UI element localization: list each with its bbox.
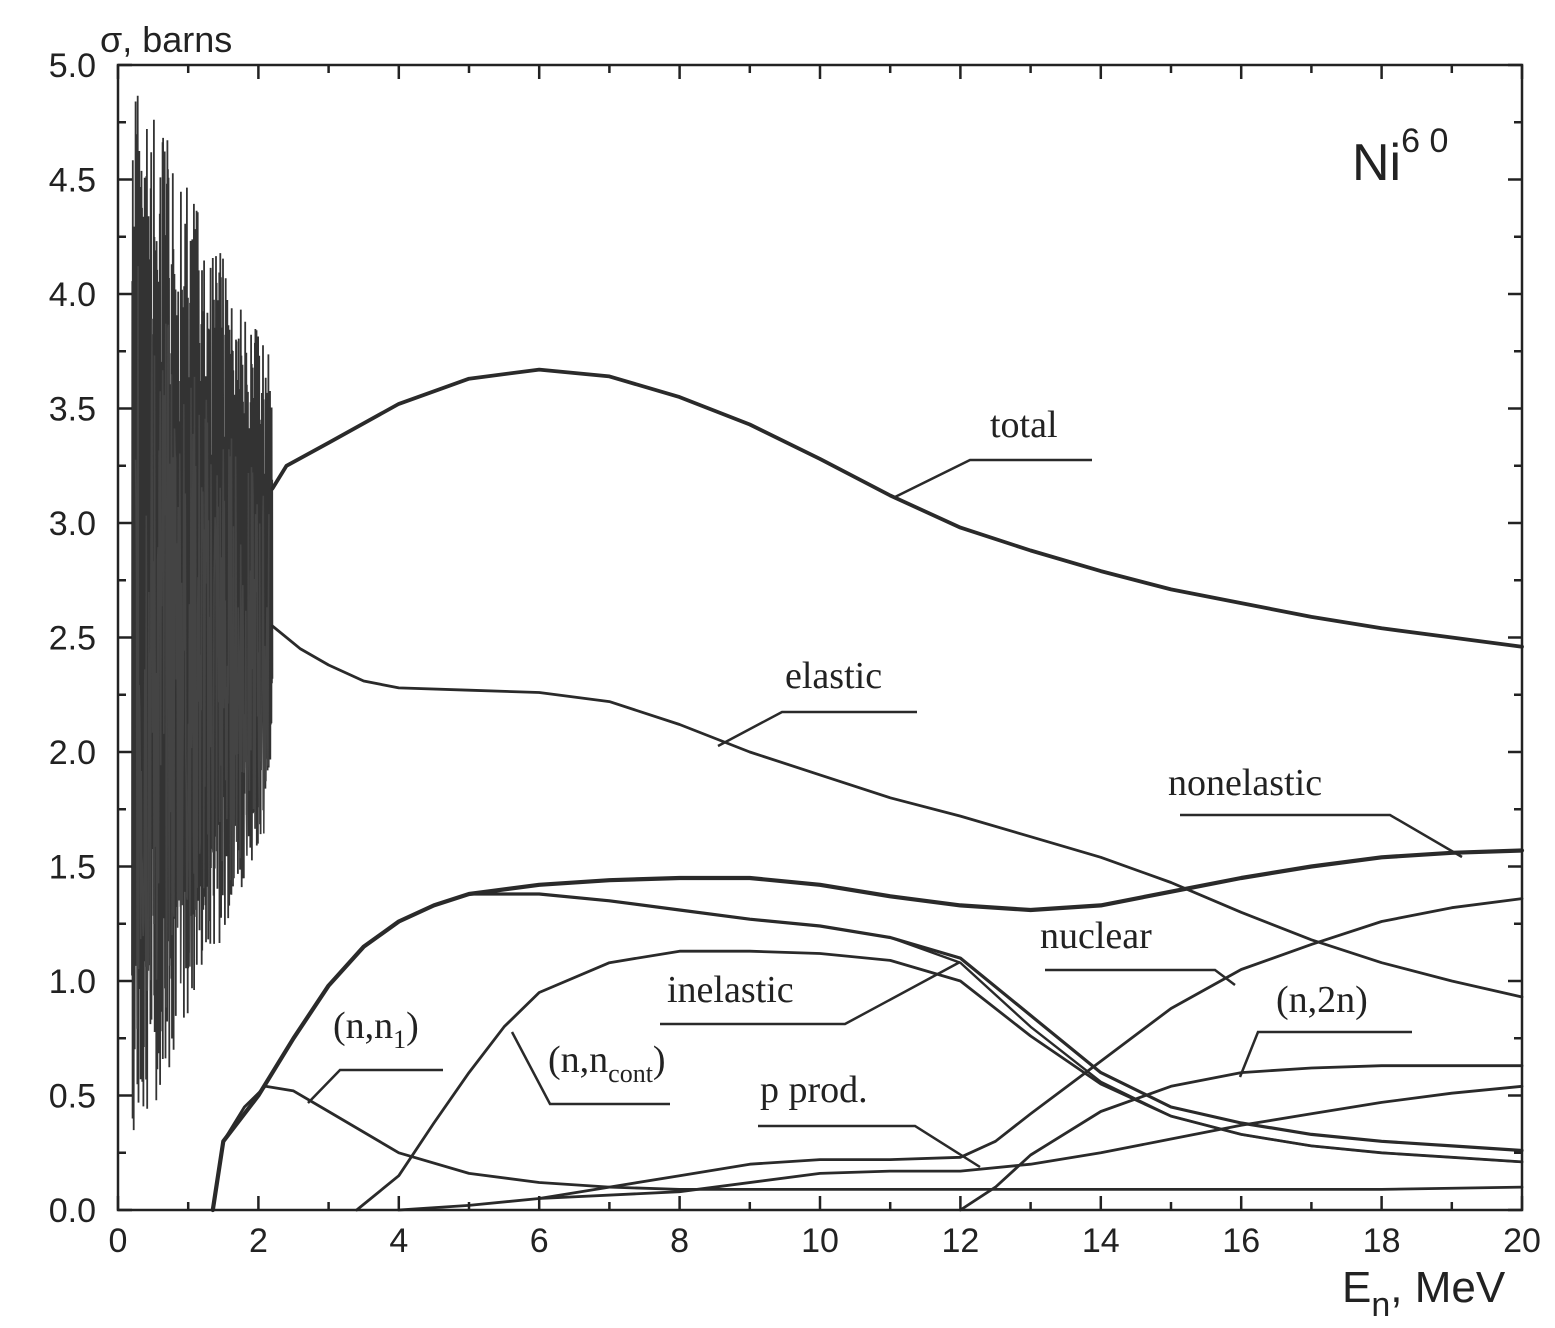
series-line-unlabeled <box>537 1084 1524 1200</box>
label-inelastic: inelastic <box>667 969 794 1011</box>
x-tick-label: 16 <box>1222 1222 1260 1260</box>
leader-n-n1 <box>307 1068 443 1104</box>
series-curves <box>210 367 1525 1213</box>
label-p-prod: p prod. <box>760 1069 868 1111</box>
x-tick-label: 10 <box>801 1222 839 1260</box>
x-tick-label: 0 <box>109 1222 128 1260</box>
label-nuclear: nuclear <box>1040 915 1152 957</box>
y-tick-label: 3.0 <box>49 505 96 543</box>
series-line-nuclear <box>467 892 1524 1153</box>
leader-nuclear <box>1045 968 1236 986</box>
resonance-region <box>131 95 274 1131</box>
series-line-n-n-cont <box>355 949 1524 1212</box>
leader-nonelastic <box>1180 813 1463 859</box>
leader-n-ncont <box>510 1031 670 1106</box>
series-line-nonelastic <box>210 848 1525 1213</box>
y-tick-label: 4.5 <box>49 162 96 200</box>
series-line-total <box>270 367 1524 649</box>
x-tick-label: 8 <box>670 1222 689 1260</box>
label-n-n1: (n,n1) <box>333 1005 419 1054</box>
x-tick-label: 14 <box>1082 1222 1120 1260</box>
x-tick-label: 12 <box>941 1222 979 1260</box>
isotope-label: Ni6 0 <box>1352 122 1448 192</box>
y-axis-title: σ, barns <box>100 19 232 60</box>
leader-n-2n <box>1238 1030 1412 1078</box>
y-tick-label: 5.0 <box>49 47 96 85</box>
leader-total <box>894 458 1092 499</box>
plot-frame <box>116 63 1524 1212</box>
label-nonelastic: nonelastic <box>1168 762 1322 804</box>
series-line-inelastic <box>467 892 1524 1164</box>
series-line-elastic <box>270 624 1524 999</box>
series-line-n-n <box>211 1084 1524 1212</box>
axis-ticks <box>116 63 1524 1212</box>
label-total: total <box>990 404 1058 446</box>
x-tick-label: 4 <box>389 1222 408 1260</box>
leader-inelastic <box>660 960 961 1026</box>
axis-tick-labels: 0 2 4 6 8 10 12 14 16 18 20 0.0 0.5 1.0 1.5 2.0 2.5 3.0 3.… <box>49 47 1541 1260</box>
label-n-2n: (n,2n) <box>1276 979 1368 1021</box>
y-tick-label: 2.0 <box>49 734 96 772</box>
x-tick-label: 6 <box>530 1222 549 1260</box>
label-n-ncont: (n,ncont) <box>548 1039 666 1088</box>
series-line-p-prod <box>397 897 1524 1212</box>
y-tick-label: 0.5 <box>49 1078 96 1116</box>
y-tick-label: 1.0 <box>49 963 96 1001</box>
label-elastic: elastic <box>785 655 882 697</box>
y-tick-label: 2.5 <box>49 620 96 658</box>
y-tick-label: 1.5 <box>49 849 96 887</box>
x-tick-label: 18 <box>1363 1222 1401 1260</box>
y-tick-label: 3.5 <box>49 391 96 429</box>
x-axis-title: En, MeV <box>1342 1263 1506 1324</box>
x-tick-label: 2 <box>249 1222 268 1260</box>
series-line-n-2n <box>959 1064 1524 1212</box>
leader-lines <box>307 458 1463 1169</box>
y-tick-label: 0.0 <box>49 1192 96 1230</box>
leader-p-prod <box>758 1124 981 1169</box>
leader-elastic <box>717 710 917 748</box>
y-tick-label: 4.0 <box>49 276 96 314</box>
x-tick-label: 20 <box>1503 1222 1541 1260</box>
resonance-trace <box>134 266 270 1029</box>
